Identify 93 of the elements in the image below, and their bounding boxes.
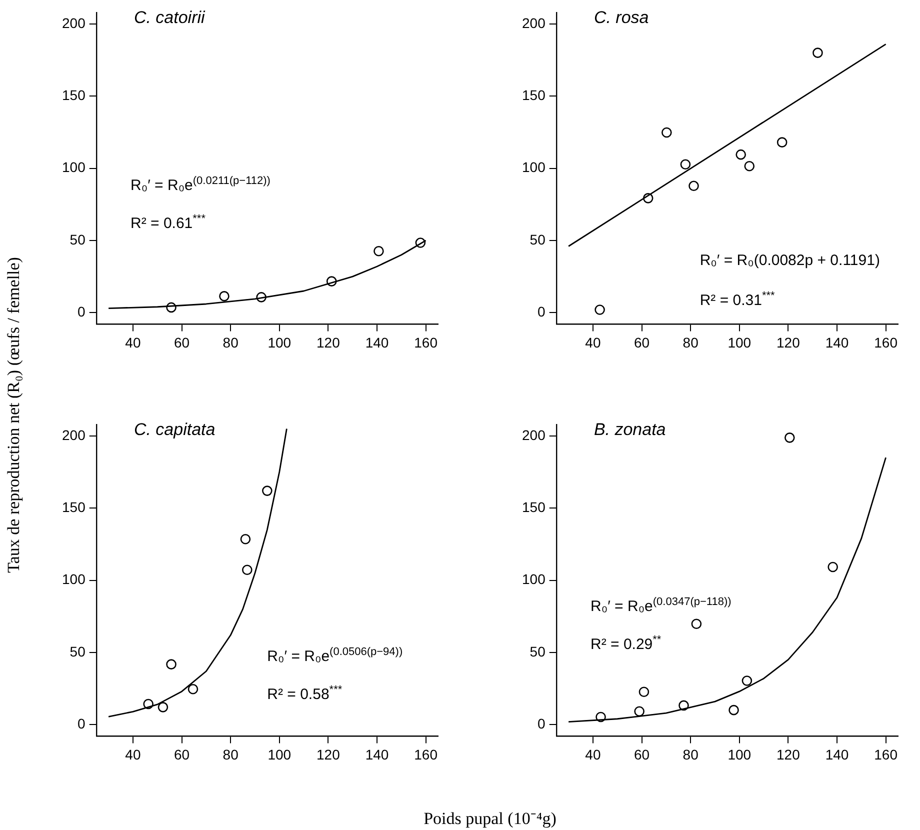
- point: [742, 676, 752, 686]
- x-tick-label: 80: [682, 746, 699, 762]
- x-tick-label: 100: [268, 334, 292, 350]
- point: [143, 698, 154, 710]
- point: [744, 160, 755, 172]
- annotation: R² = 0.61$^{***}$: [130, 212, 206, 232]
- y-tick-label: 0: [78, 716, 86, 732]
- x-tick-label: 40: [125, 746, 141, 762]
- point: [596, 712, 606, 722]
- y-tick-label: 50: [70, 231, 86, 248]
- x-tick-label: 40: [125, 334, 141, 350]
- point: [219, 291, 230, 302]
- y-tick-label: 150: [522, 498, 546, 515]
- x-tick-label: 160: [414, 334, 438, 350]
- x-tick-label: 160: [874, 746, 898, 762]
- y-tick-label: 150: [62, 498, 86, 515]
- y-tick-label: 200: [522, 426, 546, 443]
- annotation: R² = 0.58$^{***}$: [267, 684, 342, 703]
- point: [242, 564, 252, 576]
- chart-title: B. zonata: [594, 420, 666, 440]
- point: [691, 618, 702, 630]
- x-tick-label: 80: [682, 334, 699, 350]
- x-tick-label: 140: [365, 746, 389, 762]
- point: [828, 562, 838, 572]
- y-axis-title: Taux de reproduction net (R₀) (œufs / femelle): [4, 257, 24, 573]
- x-tick-label: 120: [316, 334, 340, 350]
- x-tick-label: 60: [634, 334, 650, 350]
- point: [812, 48, 823, 58]
- x-tick-label: 100: [268, 746, 292, 762]
- y-tick-label: 50: [530, 231, 546, 248]
- x-tick-label: 120: [776, 746, 800, 762]
- x-tick-label: 60: [174, 746, 190, 762]
- annotation: R₀′ = R₀(0.0082p + 0.1191): [700, 252, 880, 270]
- y-tick-label: 100: [62, 571, 86, 588]
- y-tick-label: 200: [62, 426, 86, 443]
- y-tick-label: 100: [522, 571, 546, 588]
- x-tick-label: 160: [874, 334, 898, 350]
- x-axis-title: Poids pupal (10⁻⁴g): [424, 808, 556, 829]
- x-tick-label: 100: [728, 334, 752, 350]
- point: [638, 686, 650, 698]
- y-tick-label: 0: [78, 304, 86, 320]
- annotation: R₀′ = R₀e$^{(0.0211(p−112))}$: [130, 174, 270, 194]
- annotation: R² = 0.29$^{**}$: [590, 634, 662, 653]
- point: [166, 659, 176, 670]
- annotation: R² = 0.31$^{***}$: [700, 290, 775, 310]
- point: [642, 193, 654, 204]
- x-tick-label: 80: [222, 746, 239, 762]
- point: [594, 304, 605, 315]
- point: [374, 246, 384, 256]
- point: [662, 127, 672, 138]
- point: [776, 137, 788, 148]
- x-tick-label: 60: [634, 746, 650, 762]
- annotation: R₀′ = R₀e$^{(0.0347(p−118))}$: [590, 596, 732, 615]
- chart-title: C. capitata: [134, 420, 216, 440]
- y-tick-label: 50: [530, 643, 546, 660]
- y-tick-label: 200: [522, 14, 546, 31]
- x-tick-label: 40: [585, 746, 601, 762]
- x-tick-label: 120: [776, 334, 800, 350]
- point: [784, 432, 795, 443]
- chart-title: C. rosa: [594, 8, 649, 28]
- x-tick-label: 40: [585, 334, 601, 350]
- y-tick-label: 150: [522, 86, 546, 103]
- point: [166, 302, 176, 313]
- y-tick-label: 0: [538, 716, 546, 732]
- point: [240, 534, 251, 544]
- point: [688, 180, 699, 192]
- point: [158, 702, 168, 712]
- x-tick-label: 140: [365, 334, 389, 350]
- point: [415, 238, 426, 248]
- point: [680, 159, 691, 170]
- x-tick-label: 140: [825, 746, 849, 762]
- y-tick-label: 200: [62, 14, 86, 31]
- point: [678, 700, 689, 711]
- x-tick-label: 100: [728, 746, 752, 762]
- point: [188, 684, 198, 694]
- point: [262, 486, 272, 496]
- chart-title: C. catoirii: [134, 8, 205, 28]
- y-tick-label: 0: [538, 304, 546, 320]
- x-tick-label: 120: [316, 746, 340, 762]
- y-tick-label: 150: [62, 86, 86, 103]
- point: [728, 704, 739, 716]
- y-tick-label: 50: [70, 643, 86, 660]
- y-tick-label: 100: [522, 159, 546, 176]
- point: [256, 292, 266, 302]
- point: [736, 149, 746, 160]
- x-tick-label: 80: [222, 334, 239, 350]
- x-tick-label: 60: [174, 334, 190, 350]
- x-tick-label: 140: [825, 334, 849, 350]
- point: [326, 276, 337, 286]
- x-tick-label: 160: [414, 746, 438, 762]
- point: [634, 706, 644, 717]
- annotation: R₀′ = R₀e$^{(0.0506(p−94))}$: [267, 646, 403, 665]
- y-tick-label: 100: [62, 159, 86, 176]
